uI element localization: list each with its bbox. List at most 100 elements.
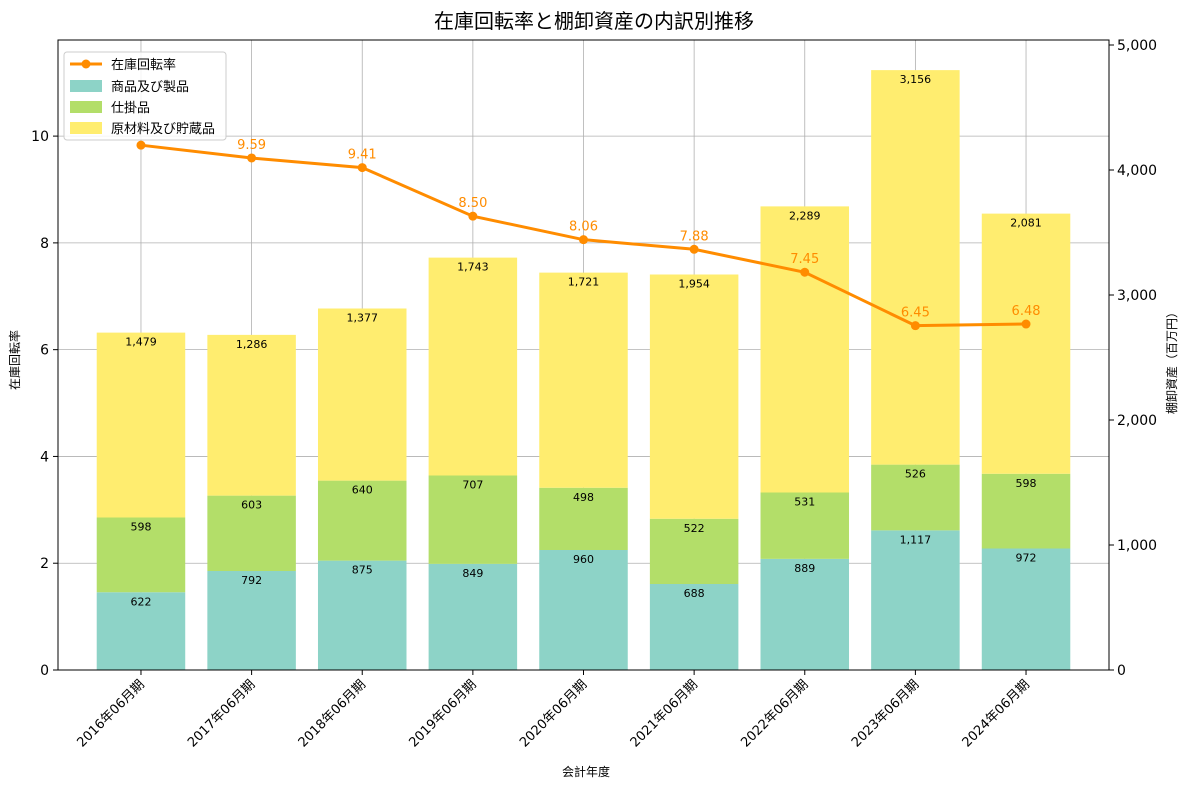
x-tick-label: 2022年06月期: [738, 677, 811, 750]
bar-segment: [760, 558, 850, 670]
bar-data-label: 707: [462, 479, 483, 492]
legend-label: 在庫回転率: [111, 57, 176, 73]
legend-marker: [81, 59, 91, 69]
bar-data-label: 1,479: [125, 336, 157, 349]
y-right-tick-label: 3,000: [1117, 288, 1157, 304]
bar-segment: [317, 308, 407, 481]
y-axis-right-label: 棚卸資産（百万円）: [1164, 306, 1179, 414]
bar-data-label: 972: [1016, 552, 1037, 565]
x-tick-label: 2023年06月期: [849, 677, 922, 750]
bar-data-label: 849: [462, 567, 483, 580]
y-left-tick-label: 2: [40, 556, 49, 572]
y-left-tick-label: 0: [40, 663, 49, 679]
y-left-tick-label: 4: [40, 449, 49, 465]
bar-data-label: 622: [130, 595, 151, 608]
bar-segment: [96, 517, 186, 593]
y-right-tick-label: 1,000: [1117, 538, 1157, 554]
bar-data-label: 640: [352, 484, 373, 497]
legend-swatch: [70, 101, 102, 113]
y-right-tick-label: 0: [1117, 663, 1126, 679]
bar-data-label: 522: [684, 522, 705, 535]
bar-segment: [207, 571, 296, 670]
bar-segment: [539, 487, 628, 550]
x-tick-label: 2018年06月期: [296, 677, 369, 750]
bar-data-label: 792: [241, 574, 262, 587]
y-right-tick-label: 4,000: [1117, 163, 1157, 179]
bar-segment: [649, 274, 739, 519]
x-tick-label: 2020年06月期: [517, 677, 590, 750]
bar-segment: [428, 257, 518, 476]
bar-segment: [428, 475, 518, 564]
turnover-line-series: 9.59 9.41 8.50 8.06 7.88 7.45 6.45 6.48: [136, 138, 1041, 331]
y-left-tick-label: 8: [40, 236, 49, 252]
turnover-data-label: 6.45: [901, 306, 930, 321]
turnover-point: [689, 244, 699, 254]
legend-label: 商品及び製品: [111, 80, 189, 95]
chart-title: 在庫回転率と棚卸資産の内訳別推移: [434, 9, 754, 33]
bar-series: [96, 70, 1071, 670]
bar-data-label: 1,721: [568, 276, 600, 289]
bar-segment: [871, 70, 960, 465]
y-left-tick-label: 10: [31, 129, 49, 145]
bar-data-label: 688: [684, 587, 705, 600]
bar-segment: [96, 332, 186, 518]
x-tick-label: 2019年06月期: [406, 677, 479, 750]
legend-swatch: [70, 80, 102, 92]
bar-data-label: 1,286: [236, 338, 268, 351]
x-tick-label: 2021年06月期: [628, 677, 701, 750]
bar-segment: [981, 473, 1071, 549]
turnover-point: [910, 321, 920, 331]
bar-segment: [539, 272, 628, 488]
turnover-data-label: 6.48: [1012, 304, 1041, 319]
bar-segment: [207, 495, 296, 571]
y-left-tick-label: 6: [40, 343, 49, 359]
bar-data-labels: 622 792 875 849 960 688 889 1,117 972 598 603 640 70…: [125, 73, 1042, 608]
bar-segment: [96, 592, 186, 670]
bar-segment: [981, 548, 1071, 670]
bar-data-label: 2,081: [1010, 217, 1042, 230]
x-axis-label: 会計年度: [562, 764, 610, 779]
turnover-point: [579, 235, 588, 245]
turnover-data-label: 8.06: [569, 220, 598, 235]
bar-data-label: 526: [905, 468, 926, 481]
turnover-data-label: 9.59: [237, 138, 266, 153]
bar-data-label: 531: [794, 496, 815, 509]
turnover-data-label: 9.41: [348, 148, 377, 163]
bar-segment: [539, 550, 628, 670]
bar-data-label: 1,743: [457, 261, 489, 274]
bar-data-label: 498: [573, 491, 594, 504]
bar-data-label: 1,117: [900, 533, 932, 546]
bar-segment: [428, 563, 518, 670]
bar-data-label: 3,156: [900, 73, 932, 86]
bar-data-label: 1,377: [346, 312, 378, 325]
bar-segment: [317, 560, 407, 670]
x-tick-label: 2017年06月期: [185, 677, 258, 750]
bar-data-label: 889: [794, 562, 815, 575]
bar-segment: [649, 518, 739, 584]
bar-segment: [871, 464, 960, 531]
legend-box: [63, 51, 227, 141]
bar-segment: [317, 480, 407, 561]
bar-segment: [760, 206, 850, 493]
bar-data-label: 598: [1016, 477, 1037, 490]
turnover-point: [800, 267, 810, 277]
x-tick-label: 2016年06月期: [75, 677, 148, 750]
legend-label: 仕掛品: [111, 101, 150, 116]
turnover-data-label: 8.50: [458, 196, 487, 211]
legend-label: 原材料及び貯蔵品: [111, 122, 215, 137]
bar-data-label: 875: [352, 564, 373, 577]
legend-swatch: [70, 122, 102, 134]
y-axis-left-label: 在庫回転率: [7, 330, 22, 390]
bar-segment: [207, 334, 296, 496]
turnover-point: [247, 153, 257, 163]
bar-segment: [649, 584, 739, 670]
turnover-point: [1021, 319, 1031, 329]
y-right-tick-label: 5,000: [1117, 38, 1157, 54]
bar-segment: [981, 213, 1071, 474]
turnover-data-label: 7.88: [680, 229, 709, 244]
bar-data-label: 598: [130, 521, 151, 534]
turnover-point: [468, 211, 478, 221]
turnover-data-label: 7.45: [790, 252, 819, 267]
